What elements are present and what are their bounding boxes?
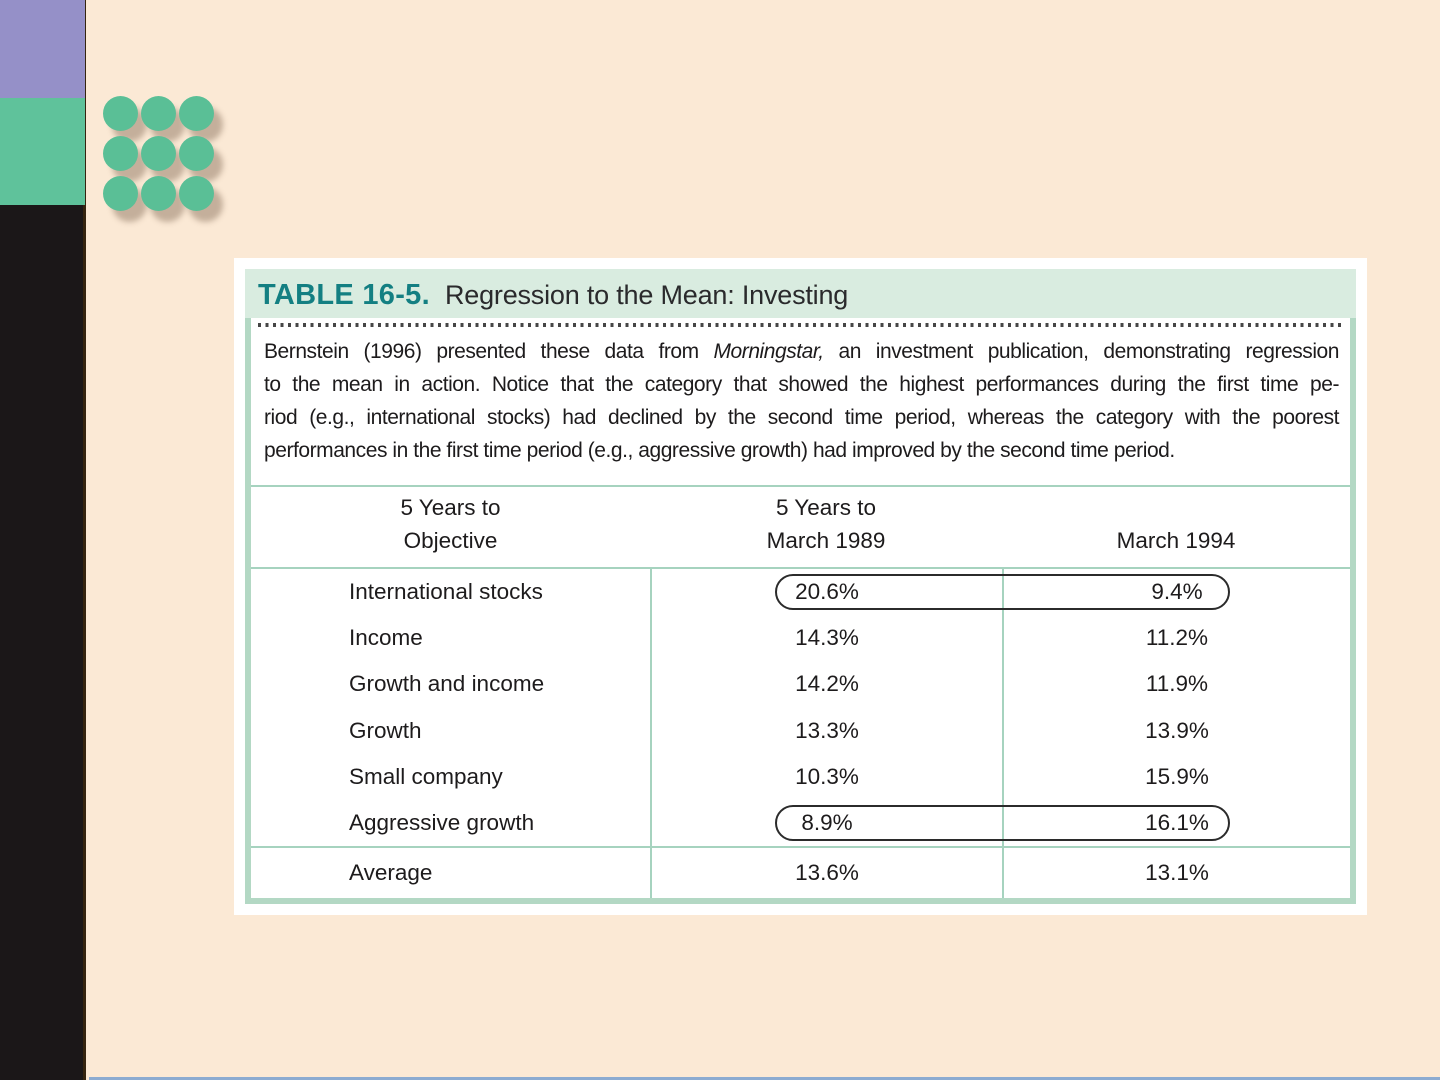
- decor-dot: [141, 136, 176, 171]
- decor-dot: [103, 96, 138, 131]
- decor-dot: [179, 96, 214, 131]
- table-row: Growth 13.3% 13.9%: [251, 707, 1350, 754]
- table-card: TABLE 16-5. Regression to the Mean: Inve…: [234, 258, 1367, 915]
- caption-line-1: Bernstein (1996) presented these data fr…: [264, 335, 1339, 368]
- caption-line-2: to the mean in action. Notice that the c…: [264, 373, 1339, 396]
- table-body: International stocks 20.6% 9.4% Income 1…: [251, 569, 1350, 847]
- table-row: Aggressive growth 8.9% 16.1%: [251, 799, 1350, 847]
- table-card-border: TABLE 16-5. Regression to the Mean: Inve…: [245, 269, 1356, 904]
- value-1989: 14.2%: [650, 661, 1002, 708]
- value-1994: 13.1%: [1002, 848, 1350, 898]
- header-text: March 1989: [766, 528, 886, 553]
- value-1994: 9.4%: [1002, 569, 1350, 616]
- decor-dot: [179, 136, 214, 171]
- row-label: Small company: [349, 763, 503, 789]
- row-label: Growth: [349, 717, 422, 743]
- table-row: International stocks 20.6% 9.4%: [251, 569, 1350, 616]
- value-1994: 13.9%: [1002, 707, 1350, 754]
- header-text: 5 Years to: [400, 495, 501, 520]
- decor-dot: [141, 96, 176, 131]
- value-1989: 8.9%: [650, 799, 1002, 847]
- table-row: Income 14.3% 11.2%: [251, 615, 1350, 662]
- header-text: Objective: [403, 528, 498, 553]
- value-1989: 20.6%: [650, 569, 1002, 616]
- caption-line-3: riod (e.g., international stocks) had de…: [264, 406, 1339, 429]
- value-1994: 11.9%: [1002, 661, 1350, 708]
- value-1989: 13.6%: [650, 848, 1002, 898]
- dotted-divider: [258, 323, 1343, 327]
- bottom-accent-line: [89, 1077, 1440, 1080]
- table-title: Regression to the Mean: Investing: [444, 279, 849, 310]
- value-1989: 10.3%: [650, 753, 1002, 800]
- table-number-label: TABLE 16-5.: [258, 278, 430, 311]
- caption-italic-text: Morningstar,: [713, 340, 825, 363]
- row-label: Aggressive growth: [349, 809, 535, 835]
- row-label: Income: [349, 625, 423, 651]
- table-title-band: TABLE 16-5. Regression to the Mean: Inve…: [245, 269, 1356, 318]
- value-1994: 15.9%: [1002, 753, 1350, 800]
- header-text: March 1994: [1116, 528, 1236, 553]
- row-label: International stocks: [349, 579, 543, 605]
- row-label: Average: [349, 860, 433, 885]
- row-label: Growth and income: [349, 671, 545, 697]
- decor-dot: [141, 176, 176, 211]
- table-average-row: Average 13.6% 13.1%: [251, 846, 1350, 898]
- header-text: 5 Years to: [775, 495, 877, 520]
- table-header-row: 5 Years to Objective 5 Years to March 19…: [251, 485, 1350, 569]
- decor-dot: [179, 176, 214, 211]
- table-card-content: Bernstein (1996) presented these data fr…: [251, 318, 1350, 898]
- value-1989: 13.3%: [650, 707, 1002, 754]
- header-march-1994: March 1994: [1002, 487, 1350, 567]
- value-1994: 16.1%: [1002, 799, 1350, 847]
- decor-green-block: [0, 98, 85, 205]
- table-row: Growth and income 14.2% 11.9%: [251, 661, 1350, 708]
- header-march-1989: 5 Years to March 1989: [650, 487, 1002, 567]
- decor-purple-block: [0, 0, 85, 98]
- table-caption: Bernstein (1996) presented these data fr…: [264, 335, 1339, 467]
- caption-text: an investment publication, demonstrating…: [823, 340, 1340, 363]
- caption-text: Bernstein (1996) presented these data fr…: [264, 340, 714, 363]
- header-objective: 5 Years to Objective: [251, 487, 650, 567]
- caption-line-4: performances in the first time period (e…: [264, 439, 1175, 462]
- value-1994: 11.2%: [1002, 615, 1350, 662]
- decor-dot-grid: [103, 96, 214, 211]
- value-1989: 14.3%: [650, 615, 1002, 662]
- decor-dot: [103, 176, 138, 211]
- decor-dot: [103, 136, 138, 171]
- table-row: Small company 10.3% 15.9%: [251, 753, 1350, 800]
